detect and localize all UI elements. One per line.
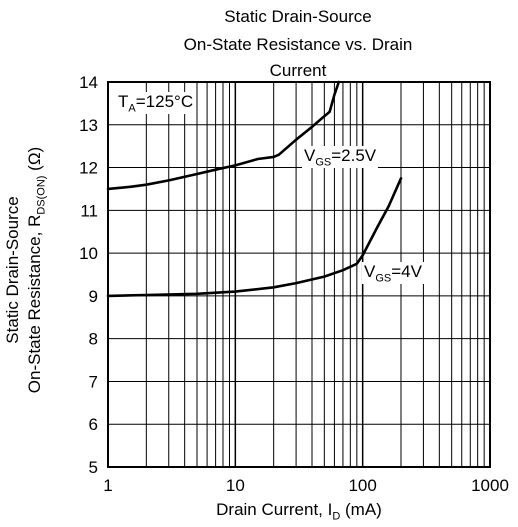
x-tick-label: 1 <box>103 476 112 495</box>
chart-title-line-3: Current <box>269 61 327 80</box>
grid-major <box>107 81 491 468</box>
y-tick-label: 7 <box>89 372 98 391</box>
x-tick-label: 10 <box>226 476 245 495</box>
vgs2-sub: GS <box>375 272 392 285</box>
series-label-vgs-2-5v: VGS=2.5V <box>302 146 379 169</box>
y-tick-label: 5 <box>89 458 98 477</box>
x-axis-label-text: Drain Current, I <box>216 500 333 519</box>
y-tick-label: 10 <box>79 244 98 263</box>
y-tick-label: 11 <box>80 201 98 220</box>
temp-prefix: T <box>118 92 129 111</box>
vgs2-value: =4V <box>391 262 422 281</box>
tick-labels: 1 10 100 1000 5 6 7 8 9 10 11 12 13 14 <box>79 73 509 495</box>
series-line-vgs-2-5v <box>106 80 341 191</box>
y-tick-label: 8 <box>89 330 98 349</box>
temperature-annotation: TA=125°C <box>116 92 196 115</box>
y-axis-label-unit: (Ω) <box>25 146 44 176</box>
y-axis-label-sub: DS(ON) <box>35 175 48 215</box>
chart-title-line-2: On-State Resistance vs. Drain <box>183 35 413 54</box>
x-axis-label-unit: (mA) <box>340 500 382 519</box>
temp-value: =125°C <box>135 92 194 111</box>
y-tick-label: 9 <box>89 287 98 306</box>
x-tick-label: 100 <box>348 476 376 495</box>
temp-sub: A <box>128 102 136 115</box>
grid-minor <box>145 82 485 467</box>
plot-frame <box>107 81 491 468</box>
y-tick-label: 13 <box>79 116 98 135</box>
x-tick-label: 1000 <box>471 476 509 495</box>
vgs1-prefix: V <box>304 146 316 165</box>
vgs2-prefix: V <box>364 262 376 281</box>
y-tick-label: 12 <box>79 159 98 178</box>
y-axis-label-line-2-text: On-State Resistance, R <box>25 214 44 394</box>
y-tick-label: 6 <box>89 415 98 434</box>
series-lines <box>106 80 403 298</box>
x-axis-label-sub: D <box>332 510 341 523</box>
series-label-vgs-4v: VGS=4V <box>362 262 424 285</box>
y-tick-label: 14 <box>79 73 98 92</box>
vgs1-sub: GS <box>315 156 332 169</box>
vgs1-value: =2.5V <box>331 146 377 165</box>
chart-title-line-1: Static Drain-Source <box>224 7 372 26</box>
series-line-vgs-4v <box>106 177 403 298</box>
y-axis-label-line-1: Static Drain-Source <box>3 196 22 344</box>
x-axis-label: Drain Current, ID (mA) <box>108 500 490 522</box>
y-axis-label-line-2: On-State Resistance, RDS(ON) (Ω) <box>24 80 52 460</box>
